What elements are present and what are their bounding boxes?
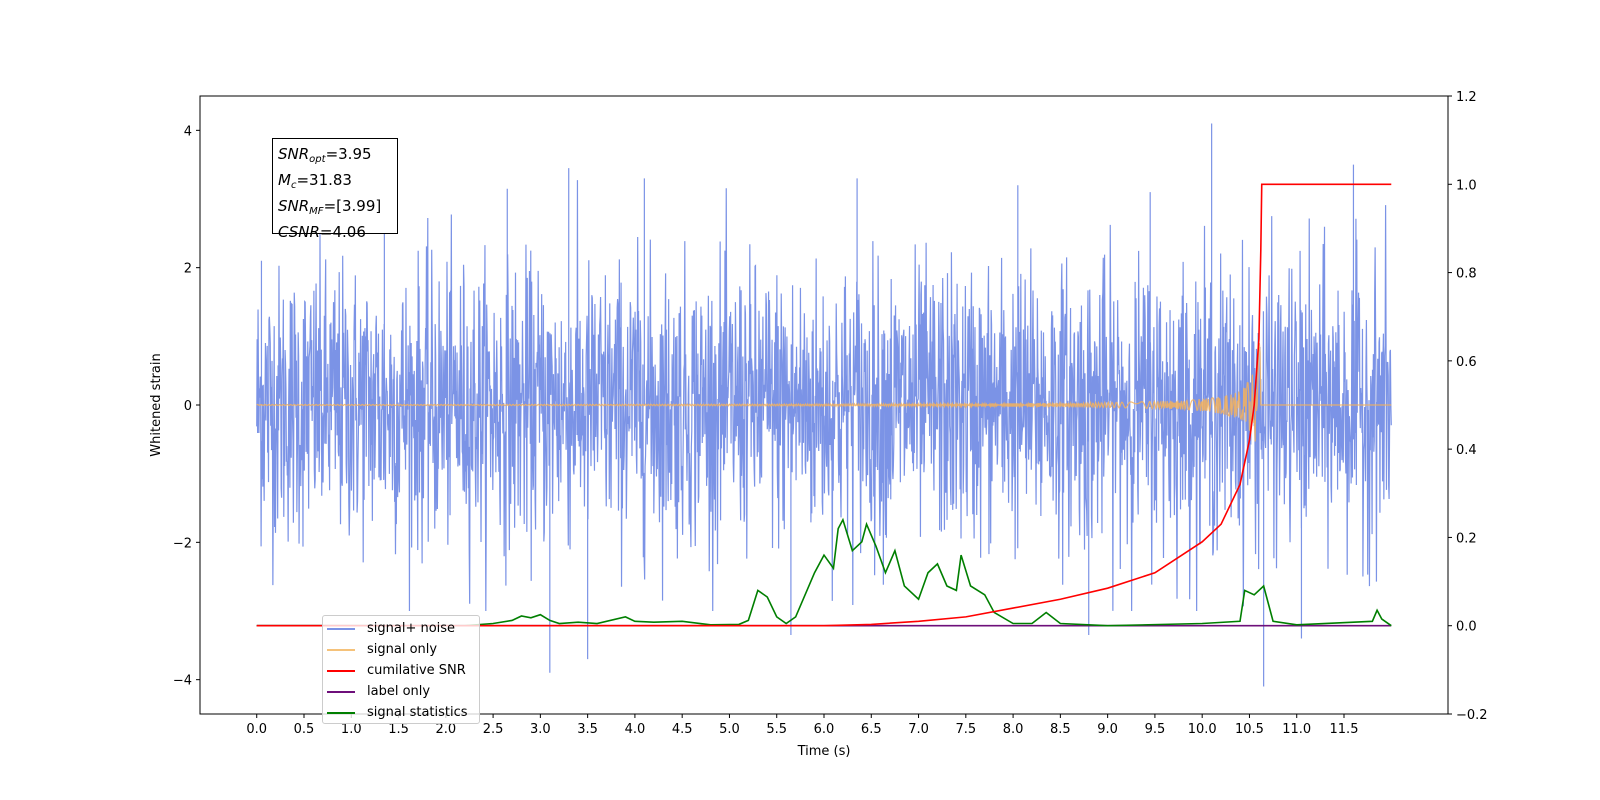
legend-swatch bbox=[327, 669, 355, 672]
x-tick-label: 6.5 bbox=[861, 722, 882, 737]
stats-annotation-box: SNRopt=3.95 Mc=31.83 SNRMF=[3.99] CSNR=4… bbox=[272, 138, 398, 241]
y2-tick-label: −0.2 bbox=[1456, 708, 1488, 723]
series-signal-only bbox=[256, 343, 1392, 442]
x-tick-label: 8.0 bbox=[1003, 722, 1024, 737]
mc-value: =31.83 bbox=[296, 171, 352, 189]
legend-item: label only bbox=[327, 681, 479, 702]
csnr-value: =4.06 bbox=[319, 223, 366, 241]
y-tick-label: 2 bbox=[184, 262, 192, 277]
y-tick-label: 4 bbox=[184, 124, 192, 139]
y2-tick-label: 1.0 bbox=[1456, 178, 1477, 193]
legend-swatch bbox=[327, 690, 355, 693]
legend-label: signal only bbox=[367, 642, 438, 657]
snr-mf-value: =[3.99] bbox=[323, 197, 382, 215]
x-tick-label: 7.0 bbox=[908, 722, 929, 737]
x-tick-label: 4.5 bbox=[672, 722, 693, 737]
x-tick-label: 9.5 bbox=[1145, 722, 1166, 737]
y-tick-label: −2 bbox=[173, 536, 192, 551]
legend-item: signal only bbox=[327, 639, 479, 660]
series-signal-noise bbox=[256, 123, 1392, 687]
x-tick-label: 0.5 bbox=[294, 722, 315, 737]
legend-label: signal+ noise bbox=[367, 621, 456, 636]
y-axis-label: Whitened strain bbox=[149, 353, 164, 456]
x-tick-label: 7.5 bbox=[955, 722, 976, 737]
x-tick-label: 10.5 bbox=[1235, 722, 1264, 737]
legend-label: signal statistics bbox=[367, 705, 468, 720]
x-tick-label: 6.0 bbox=[814, 722, 835, 737]
x-tick-label: 11.5 bbox=[1330, 722, 1359, 737]
x-tick-label: 9.0 bbox=[1097, 722, 1118, 737]
snr-opt-value: =3.95 bbox=[325, 145, 372, 163]
snr-mf-line: SNRMF=[3.99] bbox=[278, 197, 382, 217]
legend-swatch bbox=[327, 648, 355, 651]
x-tick-label: 1.5 bbox=[388, 722, 409, 737]
x-tick-label: 3.0 bbox=[530, 722, 551, 737]
csnr-line: CSNR=4.06 bbox=[278, 223, 366, 241]
mc-line: Mc=31.83 bbox=[278, 171, 352, 191]
y-axis-left: 4 2 0 −2 −4 bbox=[173, 124, 200, 689]
legend-item: signal statistics bbox=[327, 702, 479, 723]
y-tick-label: −4 bbox=[173, 674, 192, 689]
legend: signal+ noise signal only cumilative SNR… bbox=[322, 615, 480, 724]
legend-swatch bbox=[327, 627, 355, 630]
legend-label: cumilative SNR bbox=[367, 663, 466, 678]
x-tick-label: 0.0 bbox=[246, 722, 267, 737]
y-tick-label: 0 bbox=[184, 399, 192, 414]
y2-tick-label: 1.2 bbox=[1456, 90, 1477, 105]
plot-area bbox=[256, 123, 1392, 687]
y2-tick-label: 0.2 bbox=[1456, 531, 1477, 546]
x-tick-label: 2.5 bbox=[483, 722, 504, 737]
legend-swatch bbox=[327, 711, 355, 714]
x-tick-label: 11.0 bbox=[1282, 722, 1311, 737]
x-tick-label: 3.5 bbox=[577, 722, 598, 737]
legend-label: label only bbox=[367, 684, 431, 699]
x-tick-label: 8.5 bbox=[1050, 722, 1071, 737]
y-axis-right: 1.2 1.0 0.8 0.6 0.4 0.2 0.0 −0.2 bbox=[1448, 90, 1488, 723]
x-tick-label: 2.0 bbox=[435, 722, 456, 737]
x-tick-label: 1.0 bbox=[341, 722, 362, 737]
legend-item: cumilative SNR bbox=[327, 660, 479, 681]
x-axis: 0.0 0.5 1.0 1.5 2.0 2.5 3.0 3.5 4.0 4.5 5.0 5.5 6.0 6… bbox=[246, 714, 1358, 737]
x-tick-label: 5.0 bbox=[719, 722, 740, 737]
x-tick-label: 5.5 bbox=[766, 722, 787, 737]
y2-tick-label: 0.0 bbox=[1456, 620, 1477, 635]
x-tick-label: 10.0 bbox=[1188, 722, 1217, 737]
x-axis-label: Time (s) bbox=[797, 744, 851, 759]
legend-item: signal+ noise bbox=[327, 618, 479, 639]
y2-tick-label: 0.6 bbox=[1456, 355, 1477, 370]
series-signal-statistics bbox=[256, 517, 1392, 627]
y2-tick-label: 0.4 bbox=[1456, 443, 1477, 458]
y2-tick-label: 0.8 bbox=[1456, 267, 1477, 282]
x-tick-label: 4.0 bbox=[625, 722, 646, 737]
series-cumulative-snr bbox=[256, 183, 1392, 627]
snr-opt-line: SNRopt=3.95 bbox=[278, 145, 372, 165]
